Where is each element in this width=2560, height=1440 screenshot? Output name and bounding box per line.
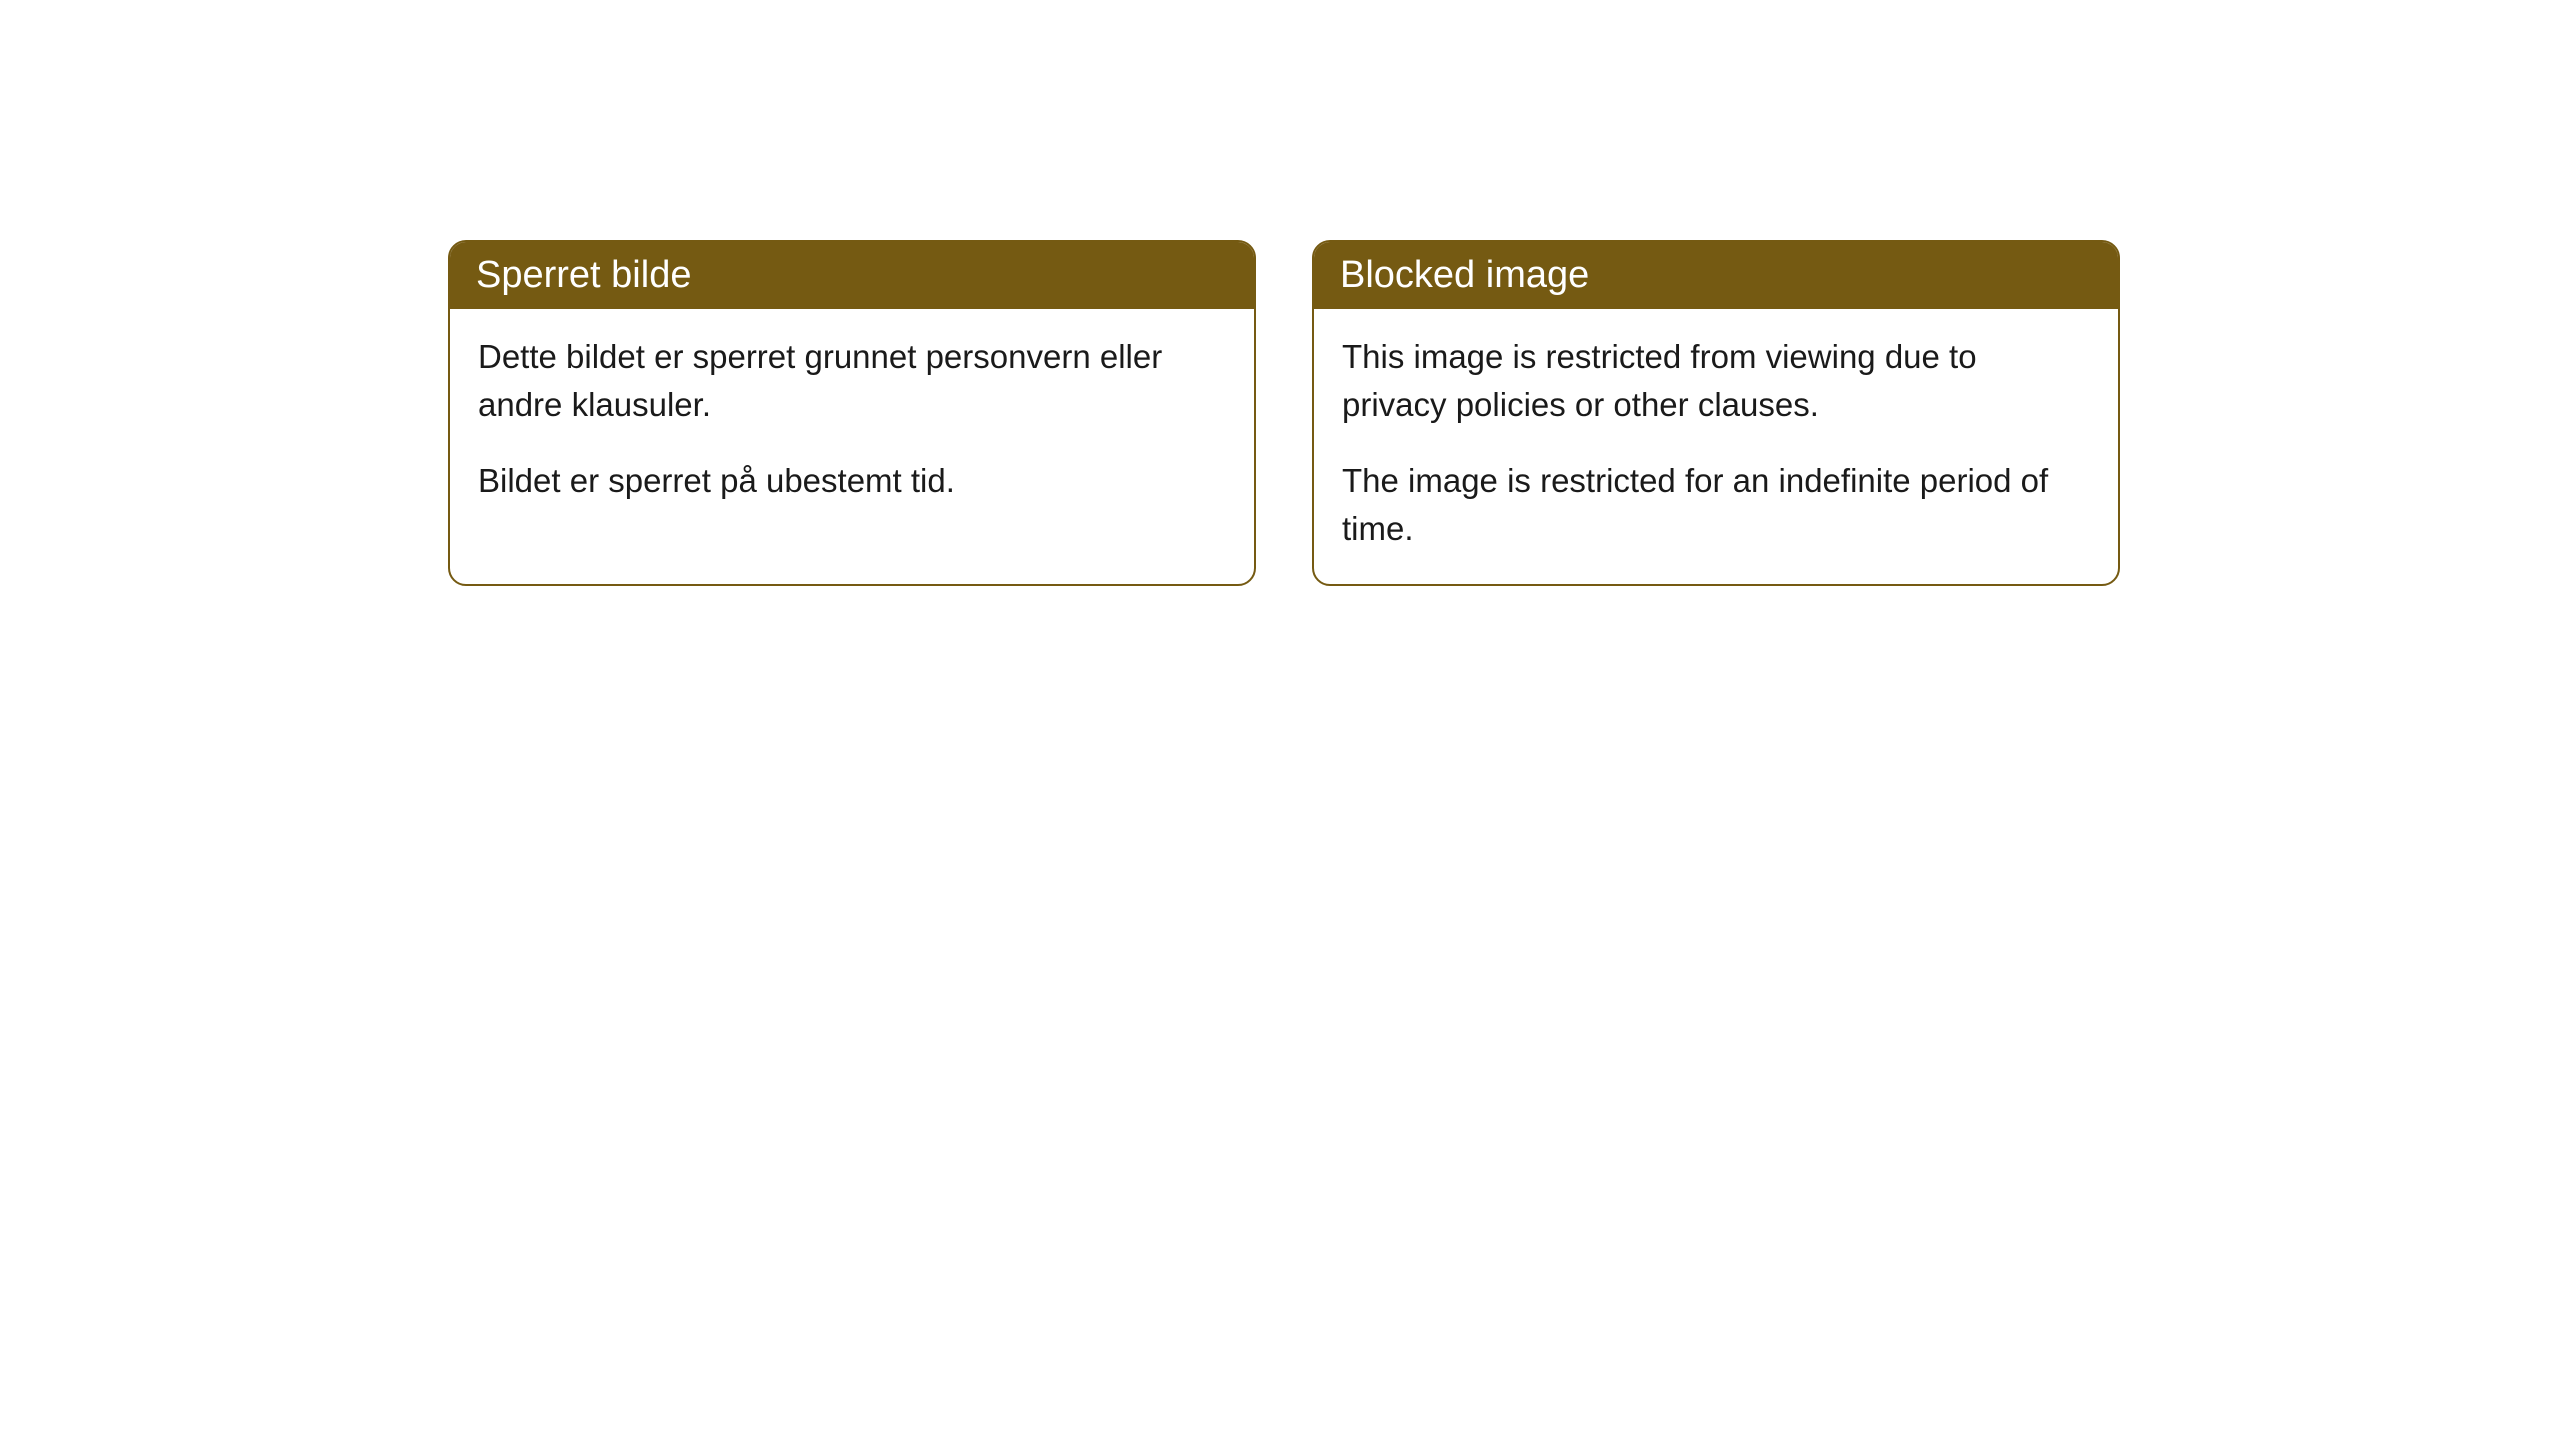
card-title: Sperret bilde (476, 254, 691, 296)
card-paragraph: This image is restricted from viewing du… (1342, 333, 2090, 429)
card-header: Blocked image (1314, 242, 2118, 309)
card-header: Sperret bilde (450, 242, 1254, 309)
notice-card-norwegian: Sperret bilde Dette bildet er sperret gr… (448, 240, 1256, 586)
card-paragraph: Dette bildet er sperret grunnet personve… (478, 333, 1226, 429)
notice-card-english: Blocked image This image is restricted f… (1312, 240, 2120, 586)
card-body: Dette bildet er sperret grunnet personve… (450, 309, 1254, 537)
card-paragraph: The image is restricted for an indefinit… (1342, 457, 2090, 553)
card-paragraph: Bildet er sperret på ubestemt tid. (478, 457, 1226, 505)
card-title: Blocked image (1340, 254, 1589, 296)
card-body: This image is restricted from viewing du… (1314, 309, 2118, 584)
notice-cards-container: Sperret bilde Dette bildet er sperret gr… (448, 240, 2120, 586)
